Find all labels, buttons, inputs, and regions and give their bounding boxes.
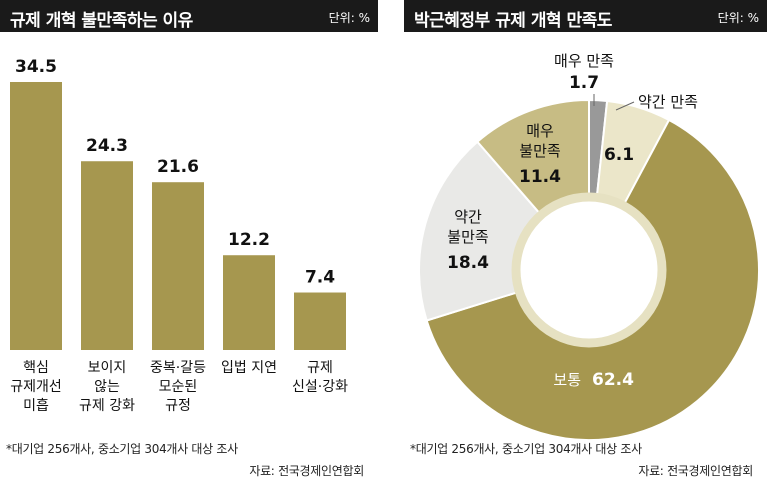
donut-slice-label: 약간 만족 bbox=[638, 93, 698, 111]
bar bbox=[81, 161, 133, 350]
donut-chart-unit: 단위: % bbox=[717, 11, 759, 25]
bar-category-label: 입법 지연 bbox=[221, 360, 277, 376]
bar bbox=[294, 292, 346, 350]
bar-chart-unit: 단위: % bbox=[328, 11, 370, 25]
bar-category-label: 않는 bbox=[94, 379, 120, 395]
donut-slice-label: 불만족 bbox=[447, 228, 489, 246]
bar-category-label: 신설·강화 bbox=[292, 379, 348, 395]
bar-category-label: 규제개선 bbox=[10, 379, 62, 395]
bar-chart-header: 규제 개혁 불만족하는 이유 단위: % bbox=[0, 0, 378, 32]
bar-category-label: 모순된 bbox=[159, 379, 198, 395]
bar-category-label: 규정 bbox=[165, 398, 191, 414]
bar-category-label: 핵심 bbox=[23, 360, 49, 376]
donut-slice-value: 11.4 bbox=[519, 167, 561, 187]
bar-category-label: 미흡 bbox=[23, 398, 49, 414]
bar bbox=[223, 255, 275, 350]
donut-chart-panel: 박근혜정부 규제 개혁 만족도 단위: % 매우 만족 1.7 약간 만족 6.1 보통… bbox=[404, 0, 767, 490]
bar-value-label: 7.4 bbox=[305, 268, 335, 288]
donut-slice-value: 62.4 bbox=[592, 370, 634, 390]
bar-value-label: 21.6 bbox=[157, 157, 199, 177]
donut-chart-footnote: *대기업 256개사, 중소기업 304개사 대상 조사 bbox=[410, 442, 642, 456]
bar-chart-source: 자료: 전국경제인연합회 bbox=[249, 464, 364, 478]
bar-category-label: 보이지 bbox=[88, 360, 127, 376]
donut-slice-label: 매우 bbox=[526, 122, 554, 140]
bar-value-label: 24.3 bbox=[86, 136, 128, 156]
donut-slice-label: 매우 만족 bbox=[554, 52, 614, 70]
donut-slice-value: 18.4 bbox=[447, 253, 489, 273]
donut-slice-value: 1.7 bbox=[569, 73, 599, 93]
bar-chart-footnote: *대기업 256개사, 중소기업 304개사 대상 조사 bbox=[6, 442, 238, 456]
bar bbox=[10, 82, 62, 350]
bar-category-label: 규제 bbox=[307, 360, 333, 376]
bar-value-label: 12.2 bbox=[228, 230, 270, 250]
bar bbox=[152, 182, 204, 350]
donut-chart-header: 박근혜정부 규제 개혁 만족도 단위: % bbox=[404, 0, 767, 32]
bar-category-label: 중복·갈등 bbox=[150, 360, 206, 376]
donut-hole bbox=[524, 205, 654, 335]
donut-slice-label: 불만족 bbox=[519, 142, 561, 160]
donut-slice-label: 약간 bbox=[454, 208, 482, 226]
donut-slice-label: 보통 bbox=[553, 371, 581, 389]
bar-category-label: 규제 강화 bbox=[79, 398, 135, 414]
donut-inner-ring bbox=[511, 192, 667, 348]
donut-chart-title: 박근혜정부 규제 개혁 만족도 bbox=[414, 11, 612, 31]
leader-line bbox=[615, 101, 635, 111]
bar-chart-title: 규제 개혁 불만족하는 이유 bbox=[10, 11, 193, 31]
donut-slice-value: 6.1 bbox=[604, 145, 634, 165]
donut-chart-source: 자료: 전국경제인연합회 bbox=[638, 464, 753, 478]
bar-value-label: 34.5 bbox=[15, 57, 57, 77]
